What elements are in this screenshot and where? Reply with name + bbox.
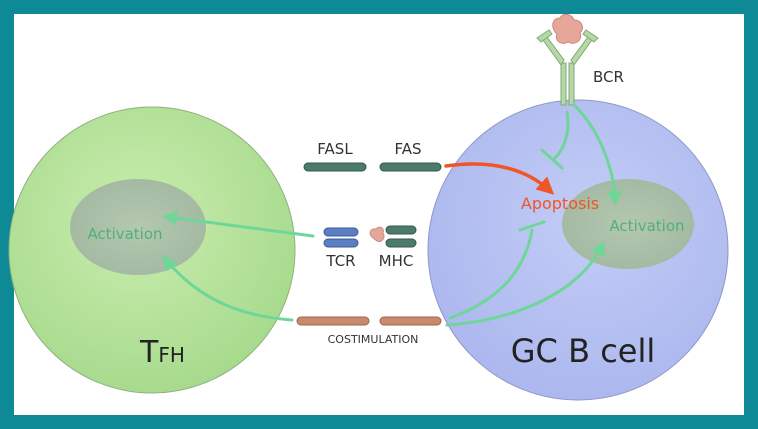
costim-bar-gcb	[379, 316, 442, 326]
tcr-receptor	[323, 227, 359, 248]
tfh-nucleus	[70, 179, 206, 275]
bcr-inhibit-apoptosis-line	[551, 110, 570, 162]
antigen-shape	[552, 13, 583, 44]
costim-inhibit-apoptosis-line	[448, 228, 534, 320]
mhc-label: MHC	[379, 252, 414, 270]
tfh-label-sub: FH	[158, 343, 185, 367]
apoptosis-label: Apoptosis	[521, 194, 599, 213]
costim-to-gcb-activation-arrow	[445, 240, 605, 327]
fas-label: FAS	[394, 140, 421, 158]
mhc-molecule	[385, 225, 417, 248]
gcb-activation-label: Activation	[609, 217, 684, 235]
costim-to-tfh-activation-arrow	[162, 255, 294, 322]
gcb-cell-label: GC B cell	[511, 332, 656, 370]
bcr-to-gcb-activation-arrow	[572, 103, 623, 206]
fas-bar	[379, 162, 442, 172]
tfh-cell-label: TFH	[139, 335, 185, 370]
costim-bar-tfh	[296, 316, 370, 326]
bcr-receptor	[536, 29, 599, 106]
costimulation-label: COSTIMULATION	[328, 333, 419, 346]
costim-inhibit-apoptosis-bar	[518, 220, 546, 232]
tfh-activation-label: Activation	[87, 225, 162, 243]
peptide-shape	[369, 226, 385, 242]
bcr-inhibit-apoptosis-bar	[540, 148, 564, 170]
fasl-label: FASL	[317, 140, 353, 158]
tcr-label: TCR	[325, 252, 355, 270]
bcr-label: BCR	[593, 68, 624, 86]
tfh-label-main: T	[139, 335, 159, 370]
fasl-bar	[303, 162, 367, 172]
tcr-to-tfh-activation-arrow	[162, 210, 315, 238]
fas-to-apoptosis-arrow	[444, 162, 555, 195]
